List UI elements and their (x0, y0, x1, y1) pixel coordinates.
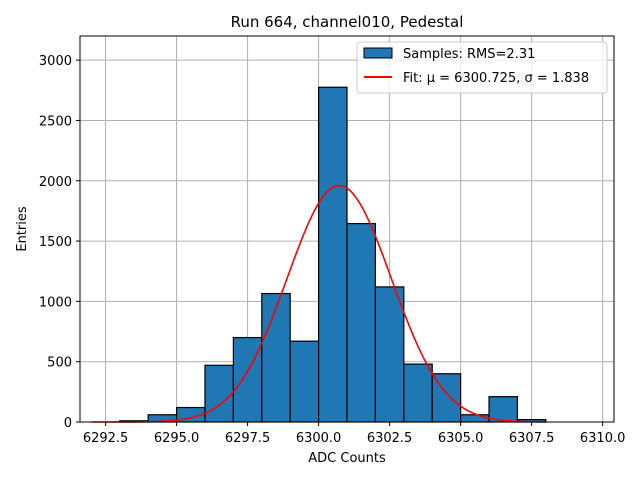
x-tick-label: 6292.5 (83, 431, 129, 446)
histogram-bar (232, 336, 263, 423)
x-tick-label: 6305.0 (438, 431, 484, 446)
x-tick-label: 6297.5 (225, 431, 271, 446)
histogram-bar (289, 340, 320, 423)
x-axis-ticks: 6292.5 6295.0 6297.5 6300.0 6302.5 6305.0 6307… (83, 422, 626, 446)
y-tick-label: 1500 (39, 235, 72, 250)
y-tick-label: 2500 (39, 114, 72, 129)
histogram-bar (460, 414, 490, 423)
y-tick-label: 3000 (39, 54, 72, 69)
x-tick-label: 6295.0 (154, 431, 200, 446)
y-axis-label: Entries (15, 206, 30, 252)
fit-curve (91, 184, 546, 423)
plot-frame (79, 35, 615, 423)
legend-label-samples: Samples: RMS=2.31 (403, 47, 535, 62)
histogram-bar (374, 286, 405, 423)
y-axis-ticks: 0 500 1000 1500 2000 2500 3000 (39, 54, 80, 431)
y-tick-label: 0 (64, 416, 72, 431)
legend: Samples: RMS=2.31 Fit: μ = 6300.725, σ =… (356, 41, 608, 94)
histogram-bar (204, 364, 234, 423)
histogram-bar (403, 363, 433, 423)
legend-box (356, 41, 608, 94)
histogram-bar (317, 86, 348, 423)
x-tick-label: 6302.5 (367, 431, 413, 446)
y-tick-label: 500 (47, 356, 72, 371)
x-tick-label: 6310.0 (580, 431, 626, 446)
chart-title: Run 664, channel010, Pedestal (231, 13, 464, 31)
y-tick-label: 2000 (39, 175, 72, 190)
x-tick-label: 6300.0 (296, 431, 342, 446)
x-axis-label: ADC Counts (308, 451, 386, 466)
legend-label-fit: Fit: μ = 6300.725, σ = 1.838 (403, 71, 589, 86)
histogram-bars (119, 86, 547, 423)
fit-curve-layer (91, 184, 546, 423)
y-tick-label: 1000 (39, 295, 72, 310)
histogram-bar (488, 396, 519, 423)
histogram-bar (261, 292, 291, 423)
histogram-bar (346, 222, 377, 423)
legend-swatch-samples (363, 47, 393, 59)
x-tick-label: 6307.5 (509, 431, 555, 446)
